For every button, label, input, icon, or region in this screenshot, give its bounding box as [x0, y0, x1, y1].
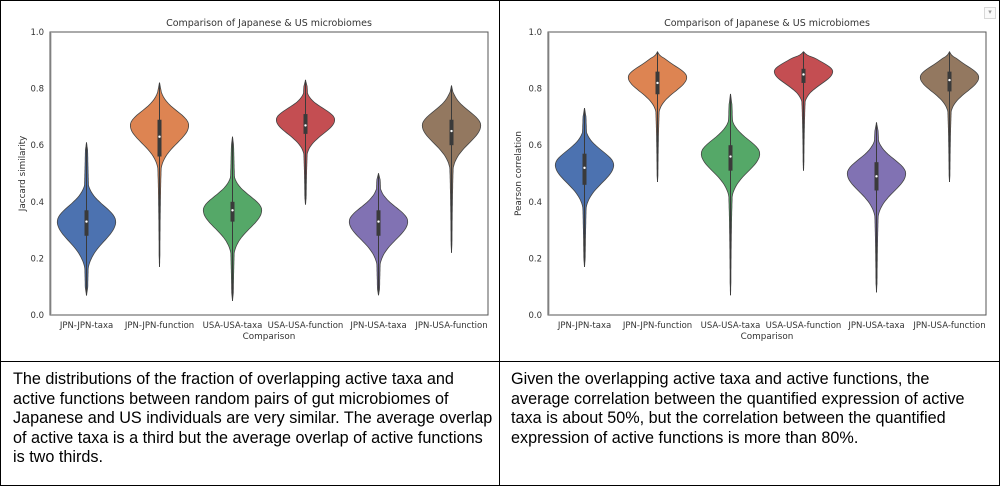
plot-area-frame [547, 31, 987, 316]
x-tick-label: USA-USA-function [766, 321, 842, 331]
y-tick-label: 0.2 [528, 254, 542, 264]
violin-iqr-box [449, 119, 454, 146]
y-tick-label: 0.0 [30, 311, 44, 321]
y-tick-label: 0.6 [528, 141, 542, 151]
violin-jpn-usa-function [421, 85, 482, 253]
x-tick-label: USA-USA-taxa [203, 321, 263, 331]
x-tick-label: JPN-USA-function [912, 321, 985, 331]
jaccard-violin-chart: Comparison of Japanese & US microbiomes 0… [18, 18, 489, 342]
x-tick-label: USA-USA-taxa [701, 321, 761, 331]
chart-title: Comparison of Japanese & US microbiomes [166, 18, 372, 29]
violin-median-marker [948, 78, 951, 82]
violin-median-marker [583, 166, 586, 170]
chevron-down-icon[interactable]: ▾ [984, 7, 996, 19]
violin-usa-usa-function [773, 51, 834, 171]
x-tick-label: JPN-USA-taxa [847, 321, 904, 331]
violin-iqr-box [728, 145, 733, 171]
violin-median-marker [802, 73, 805, 76]
y-axis-label: Jaccard similarity [18, 136, 28, 212]
violin-iqr-box [947, 71, 952, 92]
plot-area-frame [49, 31, 489, 316]
y-tick-label: 1.0 [528, 28, 542, 38]
x-tick-label: USA-USA-function [268, 321, 344, 331]
violin-jpn-usa-function [919, 51, 980, 183]
y-tick-label: 0.8 [528, 85, 542, 95]
violin-iqr-box [376, 210, 381, 236]
violin-iqr-box [801, 68, 806, 83]
pearson-caption: Given the overlapping active taxa and ac… [511, 370, 965, 447]
column-divider [499, 0, 500, 486]
violin-median-marker [158, 135, 161, 138]
violin-iqr-box [582, 153, 587, 185]
violin-jpn-usa-taxa [846, 122, 907, 293]
violin-jpn-jpn-function [627, 51, 688, 183]
violin-jpn-jpn-function [130, 82, 189, 267]
y-tick-label: 0.4 [528, 198, 542, 208]
jaccard-caption: The distributions of the fraction of ove… [13, 370, 493, 467]
violin-iqr-box [157, 119, 162, 157]
y-tick-label: 0.6 [30, 141, 44, 151]
x-tick-label: JPN-JPN-taxa [59, 321, 113, 331]
violin-jpn-jpn-taxa [554, 108, 615, 267]
violin-usa-usa-taxa [700, 93, 761, 296]
row-divider [0, 361, 1000, 362]
x-tick-label: JPN-JPN-taxa [557, 321, 611, 331]
chart-title: Comparison of Japanese & US microbiomes [664, 18, 870, 29]
y-tick-label: 1.0 [30, 28, 44, 38]
violin-median-marker [85, 220, 88, 223]
x-tick-label: JPN-JPN-function [622, 321, 692, 331]
y-tick-label: 0.4 [30, 198, 44, 208]
violin-median-marker [729, 155, 732, 158]
violin-median-marker [377, 220, 380, 223]
violin-jpn-jpn-taxa [56, 142, 117, 296]
pearson-panel: Comparison of Japanese & US microbiomes 0… [500, 0, 999, 361]
x-tick-label: JPN-USA-function [414, 321, 487, 331]
violin-usa-usa-taxa [202, 136, 263, 301]
violin-jpn-usa-taxa [348, 173, 409, 296]
violin-median-marker [450, 129, 453, 133]
violin-usa-usa-function [276, 79, 335, 205]
y-axis-label: Pearson correlation [514, 131, 524, 216]
x-axis-label: Comparison [243, 332, 296, 342]
jaccard-panel: Comparison of Japanese & US microbiomes 0… [0, 0, 499, 361]
violin-median-marker [656, 81, 659, 85]
violin-median-marker [231, 209, 234, 212]
x-axis-label: Comparison [741, 332, 794, 342]
x-tick-label: JPN-JPN-function [124, 321, 194, 331]
x-tick-label: JPN-USA-taxa [349, 321, 406, 331]
violin-iqr-box [84, 210, 89, 236]
y-tick-label: 0.0 [528, 311, 542, 321]
violin-iqr-box [230, 201, 235, 222]
pearson-violin-chart: Comparison of Japanese & US microbiomes 0… [514, 18, 987, 342]
y-tick-label: 0.8 [30, 85, 44, 95]
y-tick-label: 0.2 [30, 254, 44, 264]
violin-median-marker [875, 175, 878, 178]
violin-median-marker [304, 124, 307, 127]
violin-iqr-box [303, 114, 308, 134]
